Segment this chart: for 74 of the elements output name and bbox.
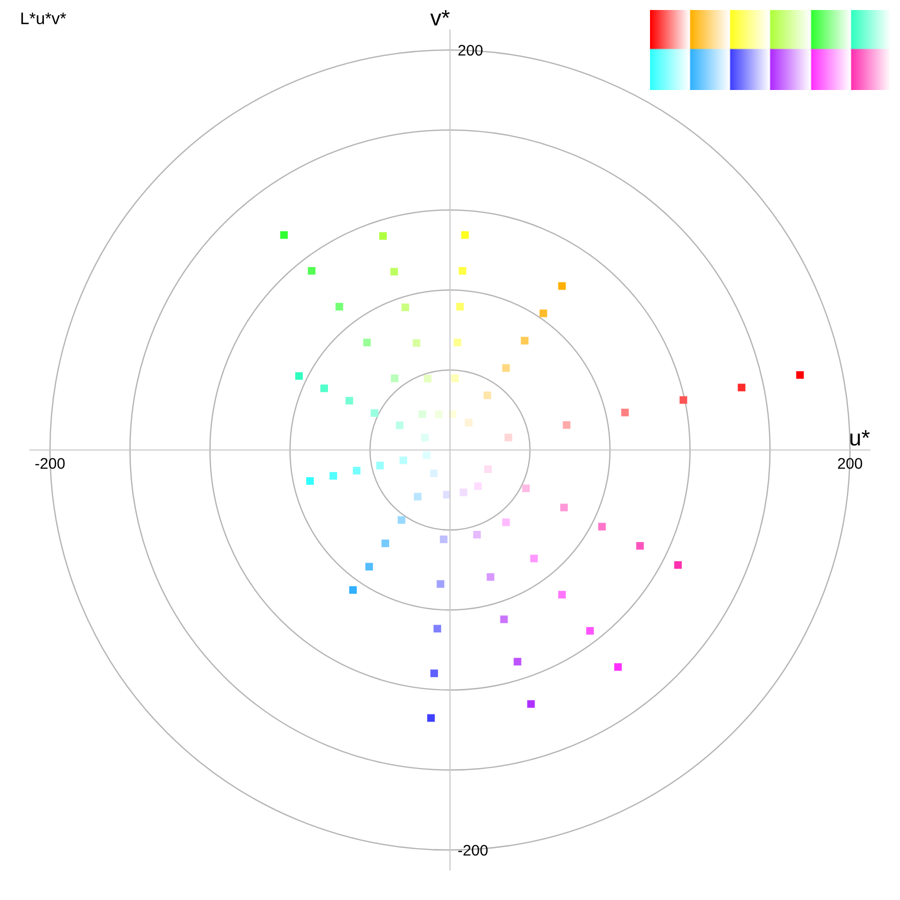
point [390,268,398,276]
point [540,310,548,318]
point [370,409,378,417]
point [674,561,682,569]
point [352,466,360,474]
point [434,624,442,632]
point [514,658,522,666]
point [379,232,387,240]
point [502,518,510,526]
point [500,616,508,624]
point [336,302,344,310]
point [424,374,432,382]
point [346,396,354,404]
point [308,267,316,275]
point [454,338,462,346]
point [456,302,464,310]
point [418,410,426,418]
point [382,540,390,548]
point [486,573,494,581]
point [460,488,468,496]
point [522,484,530,492]
point [473,530,481,538]
point [458,267,466,275]
point [484,465,492,473]
point [474,482,482,490]
point [435,410,443,418]
point [558,282,566,290]
point [436,580,444,588]
point [430,470,438,478]
point [430,670,438,678]
point [504,434,512,442]
point [448,410,456,418]
point [527,700,535,708]
point [422,451,430,459]
point [295,372,303,380]
point [502,364,510,372]
point [621,408,629,416]
point [330,472,338,480]
x-axis-title: u* [850,430,870,446]
point [306,477,314,485]
point [440,536,448,544]
y-axis-title: v* [430,10,450,26]
point [427,714,435,722]
point [280,231,288,239]
point [402,304,410,312]
point [451,374,459,382]
point [636,542,644,550]
point [390,374,398,382]
point [412,339,420,347]
point [376,462,384,470]
point [398,516,406,524]
point [598,522,606,530]
point [365,562,373,570]
point [421,434,429,442]
point [738,384,746,392]
point [400,456,408,464]
point [320,384,328,392]
point [560,504,568,512]
point [464,418,472,426]
point [461,231,469,239]
point [363,338,371,346]
point [680,396,688,404]
point [349,586,357,594]
point [558,590,566,598]
point [614,663,622,671]
chart-title: L*u*v* [21,12,66,24]
point [530,554,538,562]
point [520,336,528,344]
point [796,371,804,379]
point [396,422,404,430]
point [586,627,594,635]
point [562,421,570,429]
point [414,492,422,500]
point [484,392,492,400]
